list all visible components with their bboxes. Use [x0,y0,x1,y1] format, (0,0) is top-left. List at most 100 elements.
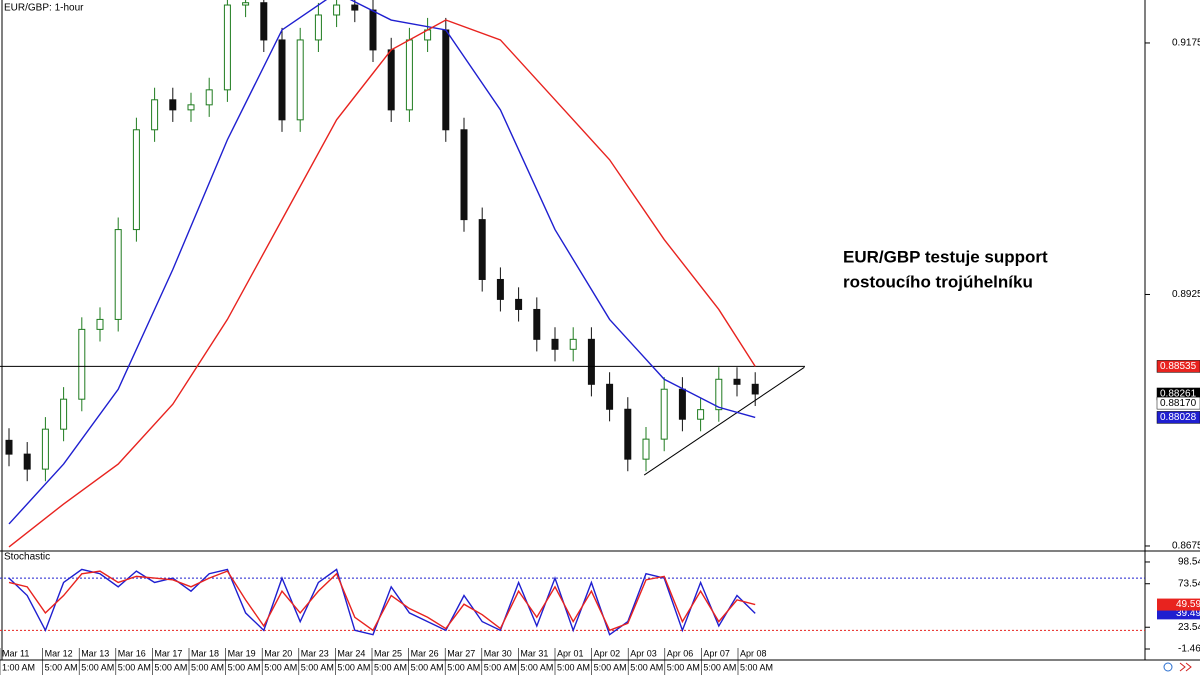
candle-body [5,439,13,455]
x-tick-label: 5:00 AM [484,662,517,672]
candle-body [697,409,705,420]
icon[interactable] [1179,662,1192,672]
candle-body [624,408,632,460]
toolbar-icons[interactable] [1163,662,1192,672]
icon[interactable] [1163,662,1173,672]
price-label: 0.88261 [1160,389,1197,400]
y-tick-label: 73.54 [1178,578,1200,589]
candle-body [678,388,686,420]
x-tick-label: Mar 18 [191,648,219,658]
line-series [8,568,756,636]
candle-body [132,129,140,231]
candle-body [387,49,395,111]
x-tick-label: Mar 13 [81,648,109,658]
candle-body [60,398,68,430]
candle-body [41,428,49,470]
candle-body [187,104,195,111]
candle-body [478,219,486,280]
x-tick-label: Apr 01 [557,648,584,658]
candle-body [496,278,504,300]
chart-title: EUR/GBP: 1-hour [4,3,84,14]
candle-body [223,4,231,91]
x-tick-label: 5:00 AM [154,662,187,672]
y-tick-label: -1.46 [1178,644,1200,655]
candle-body [515,298,523,310]
line-series [8,19,756,548]
line-series [8,0,756,525]
candle-body [533,308,541,340]
x-tick-label: Mar 31 [520,648,548,658]
candle-body [169,99,177,111]
price-label: 0.88028 [1160,412,1197,423]
x-tick-label: 5:00 AM [374,662,407,672]
x-tick-label: Mar 12 [45,648,73,658]
candle-body [751,383,759,395]
candle-body [369,9,377,51]
x-tick-label: Mar 23 [301,648,329,658]
candle-body [151,99,159,131]
price-label: 0.88535 [1160,361,1197,372]
candle-body [733,378,741,385]
x-tick-label: 5:00 AM [228,662,261,672]
candle-body [114,229,122,320]
indicator-title: Stochastic [4,552,50,563]
candle-body [606,383,614,410]
value-label: 39.49 [1176,608,1200,619]
x-tick-label: 5:00 AM [520,662,553,672]
annotation: rostoucího trojúhelníku [843,272,1033,291]
x-tick-label: 5:00 AM [411,662,444,672]
candle-body [442,29,450,131]
x-tick-label: 5:00 AM [703,662,736,672]
x-tick-label: Mar 11 [2,648,29,658]
price-label-box [1156,396,1200,410]
x-tick-label: Mar 16 [118,648,146,658]
x-tick-label: 5:00 AM [264,662,297,672]
x-tick-label: 1:00 AM [2,662,35,672]
price-panel [0,0,805,548]
x-tick-label: 5:00 AM [191,662,224,672]
candle-body [23,453,31,470]
x-tick-label: 5:00 AM [557,662,590,672]
x-tick-label: Apr 08 [740,648,767,658]
x-tick-label: Mar 25 [374,648,402,658]
trendline [643,366,805,476]
line-series [8,570,756,632]
candle-body [351,4,359,11]
candle-body [242,2,250,6]
x-tick-label: Mar 26 [411,648,439,658]
x-tick-label: 5:00 AM [337,662,370,672]
stochastic-panel [0,568,1145,636]
candle-body [569,338,577,350]
candle-body [96,318,104,330]
candle-body [660,388,668,440]
value-label-box [1157,598,1200,611]
x-tick-label: Mar 19 [228,648,256,658]
candle-body [314,14,322,41]
x-tick-label: Apr 06 [667,648,694,658]
candle-body [587,338,595,385]
x-tick-label: 5:00 AM [594,662,627,672]
candle-body [296,39,304,121]
value-label: 49.59 [1176,599,1200,610]
x-tick-label: Apr 07 [703,648,730,658]
x-tick-label: Mar 20 [264,648,292,658]
x-tick-label: 5:00 AM [740,662,773,672]
price-label-box [1156,360,1200,373]
x-tick-label: 5:00 AM [667,662,700,672]
x-tick-label: 5:00 AM [630,662,663,672]
candle-body [551,338,559,350]
x-tick-label: Mar 30 [484,648,512,658]
x-tick-label: 5:00 AM [81,662,114,672]
candle-body [642,438,650,460]
candle-body [78,328,86,400]
annotation: EUR/GBP testuje support [843,247,1048,266]
x-tick-label: Mar 17 [154,648,182,658]
y-tick-label: 23.54 [1178,622,1200,633]
candle-body [405,39,413,111]
candle-body [278,39,286,121]
x-tick-label: 5:00 AM [301,662,334,672]
